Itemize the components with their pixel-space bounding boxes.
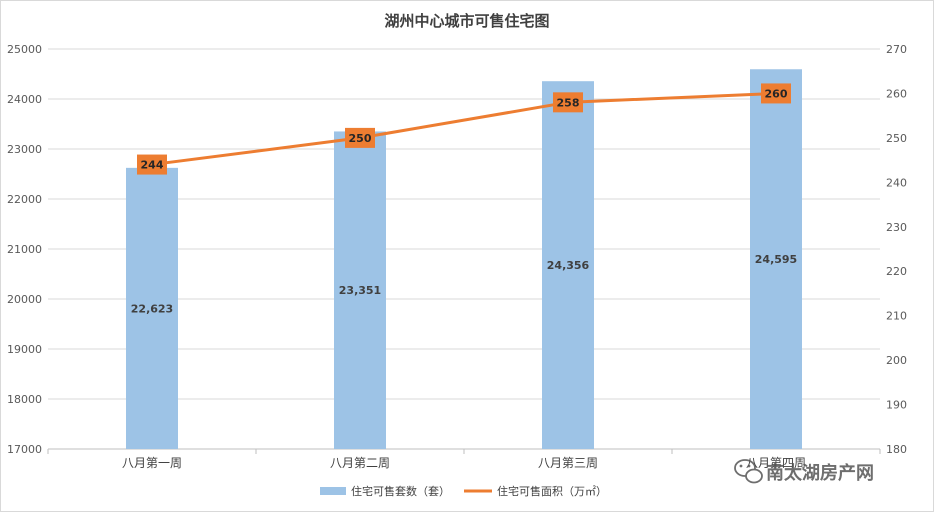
bar-series: 22,623 23,351 24,356 24,595	[126, 69, 802, 449]
line-point-marker	[345, 127, 375, 148]
category-label: 八月第四周	[746, 456, 806, 470]
wechat-icon	[734, 459, 763, 484]
right-axis: 180 190 200 210 220 230 240 250 260 270	[886, 43, 907, 456]
bar	[542, 81, 594, 449]
line-series: 244 250 258 260	[137, 83, 791, 175]
right-tick-label: 240	[886, 176, 907, 189]
left-tick-label: 23000	[7, 143, 42, 156]
right-tick-label: 210	[886, 310, 907, 323]
legend-bar-swatch	[320, 487, 346, 495]
left-tick-label: 17000	[7, 443, 42, 456]
legend-bar-label: 住宅可售套数（套）	[351, 484, 450, 498]
line-path	[151, 91, 777, 167]
right-tick-label: 250	[886, 132, 907, 145]
line-value-label: 250	[349, 132, 372, 145]
legend-line-label: 住宅可售面积（万㎡）	[497, 484, 607, 498]
right-tick-label: 180	[886, 443, 907, 456]
left-tick-label: 22000	[7, 193, 42, 206]
chart-title: 湖州中心城市可售住宅图	[384, 12, 549, 30]
left-tick-label: 18000	[7, 393, 42, 406]
right-tick-label: 270	[886, 43, 907, 56]
left-tick-label: 24000	[7, 93, 42, 106]
right-tick-label: 230	[886, 221, 907, 234]
watermark: 南太湖房产网	[734, 459, 874, 484]
line-value-label: 258	[557, 96, 580, 109]
line-point-marker	[761, 83, 791, 104]
category-label: 八月第二周	[330, 456, 390, 470]
bar	[126, 167, 178, 449]
gridlines	[48, 48, 880, 450]
category-label: 八月第一周	[122, 456, 182, 470]
left-tick-label: 19000	[7, 343, 42, 356]
right-tick-label: 190	[886, 399, 907, 412]
bar	[334, 131, 386, 449]
line-point-marker	[137, 154, 167, 175]
left-tick-label: 20000	[7, 293, 42, 306]
watermark-text: 南太湖房产网	[766, 462, 874, 484]
bar-value-label: 24,595	[755, 253, 797, 266]
category-label: 八月第三周	[538, 456, 598, 470]
line-value-label: 244	[141, 159, 164, 172]
bar-value-label: 22,623	[131, 302, 173, 315]
line-point-marker	[553, 92, 583, 113]
left-tick-label: 21000	[7, 243, 42, 256]
right-tick-label: 260	[886, 87, 907, 100]
right-tick-label: 220	[886, 265, 907, 278]
left-tick-label: 25000	[7, 43, 42, 56]
left-axis: 17000 18000 19000 20000 21000 22000 23000 24000…	[7, 43, 42, 456]
bar	[750, 69, 802, 449]
right-tick-label: 200	[886, 354, 907, 367]
category-axis: 八月第一周 八月第二周 八月第三周 八月第四周	[47, 449, 881, 470]
legend: 住宅可售套数（套） 住宅可售面积（万㎡）	[320, 484, 607, 498]
line-value-label: 260	[765, 87, 788, 100]
bar-value-label: 24,356	[547, 259, 590, 272]
bar-value-label: 23,351	[339, 284, 381, 297]
